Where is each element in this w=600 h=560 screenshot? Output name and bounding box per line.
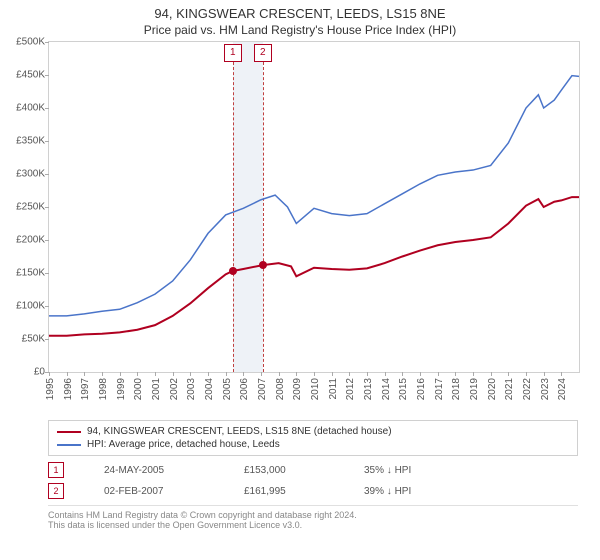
- transaction-marker: 1: [48, 462, 64, 478]
- y-axis-tick-label: £50K: [22, 334, 45, 345]
- x-axis-tick-label: 2012: [345, 378, 356, 400]
- y-axis-tick-label: £500K: [16, 37, 45, 48]
- legend-label: 94, KINGSWEAR CRESCENT, LEEDS, LS15 8NE …: [87, 426, 392, 437]
- y-axis-tick-label: £300K: [16, 169, 45, 180]
- series-property-price: [49, 197, 579, 336]
- x-axis-tick-label: 2023: [540, 378, 551, 400]
- x-axis-tick-label: 2010: [310, 378, 321, 400]
- y-axis-tick-label: £200K: [16, 235, 45, 246]
- chart-container: 94, KINGSWEAR CRESCENT, LEEDS, LS15 8NE …: [0, 0, 600, 560]
- y-axis-tick-label: £150K: [16, 268, 45, 279]
- transaction-date: 24-MAY-2005: [104, 465, 204, 476]
- x-axis-tick-label: 2020: [487, 378, 498, 400]
- x-axis-tick-label: 1997: [80, 378, 91, 400]
- x-axis-tick-label: 2019: [469, 378, 480, 400]
- y-axis-tick-label: £350K: [16, 136, 45, 147]
- x-axis-tick-label: 2016: [416, 378, 427, 400]
- legend-item: HPI: Average price, detached house, Leed…: [57, 438, 569, 451]
- x-axis-tick-label: 1999: [116, 378, 127, 400]
- x-axis-tick-label: 2018: [451, 378, 462, 400]
- footer-line-2: This data is licensed under the Open Gov…: [48, 520, 578, 530]
- x-axis-tick-label: 2008: [275, 378, 286, 400]
- x-axis-tick-label: 2014: [381, 378, 392, 400]
- legend-swatch: [57, 444, 81, 446]
- legend-box: 94, KINGSWEAR CRESCENT, LEEDS, LS15 8NE …: [48, 420, 578, 456]
- y-axis-tick-label: £250K: [16, 202, 45, 213]
- chart-plot-area: £0£50K£100K£150K£200K£250K£300K£350K£400…: [48, 41, 580, 373]
- footer: Contains HM Land Registry data © Crown c…: [48, 505, 578, 530]
- chart-svg: [49, 42, 579, 372]
- x-axis-tick-label: 2013: [363, 378, 374, 400]
- transaction-diff: 39% ↓ HPI: [364, 486, 411, 497]
- transaction-price: £153,000: [244, 465, 324, 476]
- y-axis-tick-label: £0: [34, 367, 45, 378]
- legend-swatch: [57, 431, 81, 433]
- y-axis-tick-label: £400K: [16, 103, 45, 114]
- x-axis-tick-label: 1996: [63, 378, 74, 400]
- x-axis-tick-label: 2003: [186, 378, 197, 400]
- x-axis-tick-label: 2006: [239, 378, 250, 400]
- transaction-price: £161,995: [244, 486, 324, 497]
- y-axis-tick-label: £100K: [16, 301, 45, 312]
- transaction-date: 02-FEB-2007: [104, 486, 204, 497]
- x-axis-tick-label: 2005: [222, 378, 233, 400]
- x-axis-tick-label: 2009: [292, 378, 303, 400]
- legend-label: HPI: Average price, detached house, Leed…: [87, 439, 280, 450]
- x-axis-tick-label: 2001: [151, 378, 162, 400]
- x-axis-tick-label: 2002: [169, 378, 180, 400]
- x-axis-tick-label: 2007: [257, 378, 268, 400]
- x-axis-tick-label: 1995: [45, 378, 56, 400]
- x-axis-tick-label: 2022: [522, 378, 533, 400]
- x-axis-tick-label: 2021: [504, 378, 515, 400]
- x-axis-tick-label: 2015: [398, 378, 409, 400]
- series-hpi: [49, 76, 579, 316]
- y-axis-tick-label: £450K: [16, 70, 45, 81]
- legend-item: 94, KINGSWEAR CRESCENT, LEEDS, LS15 8NE …: [57, 425, 569, 438]
- footer-line-1: Contains HM Land Registry data © Crown c…: [48, 510, 578, 520]
- chart-title: 94, KINGSWEAR CRESCENT, LEEDS, LS15 8NE: [0, 0, 600, 21]
- transaction-marker: 2: [48, 483, 64, 499]
- transaction-rows: 1 24-MAY-2005 £153,000 35% ↓ HPI 2 02-FEB-200…: [48, 462, 578, 499]
- x-axis-tick-label: 2024: [557, 378, 568, 400]
- data-point-dot: [229, 267, 237, 275]
- transaction-row: 2 02-FEB-2007 £161,995 39% ↓ HPI: [48, 483, 578, 499]
- data-point-dot: [259, 261, 267, 269]
- legend-and-footer: 94, KINGSWEAR CRESCENT, LEEDS, LS15 8NE …: [48, 420, 578, 530]
- x-axis-tick-label: 2004: [204, 378, 215, 400]
- transaction-diff: 35% ↓ HPI: [364, 465, 411, 476]
- x-axis-tick-label: 2011: [328, 378, 339, 400]
- x-axis-tick-label: 2000: [133, 378, 144, 400]
- x-axis-tick-label: 1998: [98, 378, 109, 400]
- x-axis-tick-label: 2017: [434, 378, 445, 400]
- transaction-row: 1 24-MAY-2005 £153,000 35% ↓ HPI: [48, 462, 578, 478]
- chart-subtitle: Price paid vs. HM Land Registry's House …: [0, 23, 600, 37]
